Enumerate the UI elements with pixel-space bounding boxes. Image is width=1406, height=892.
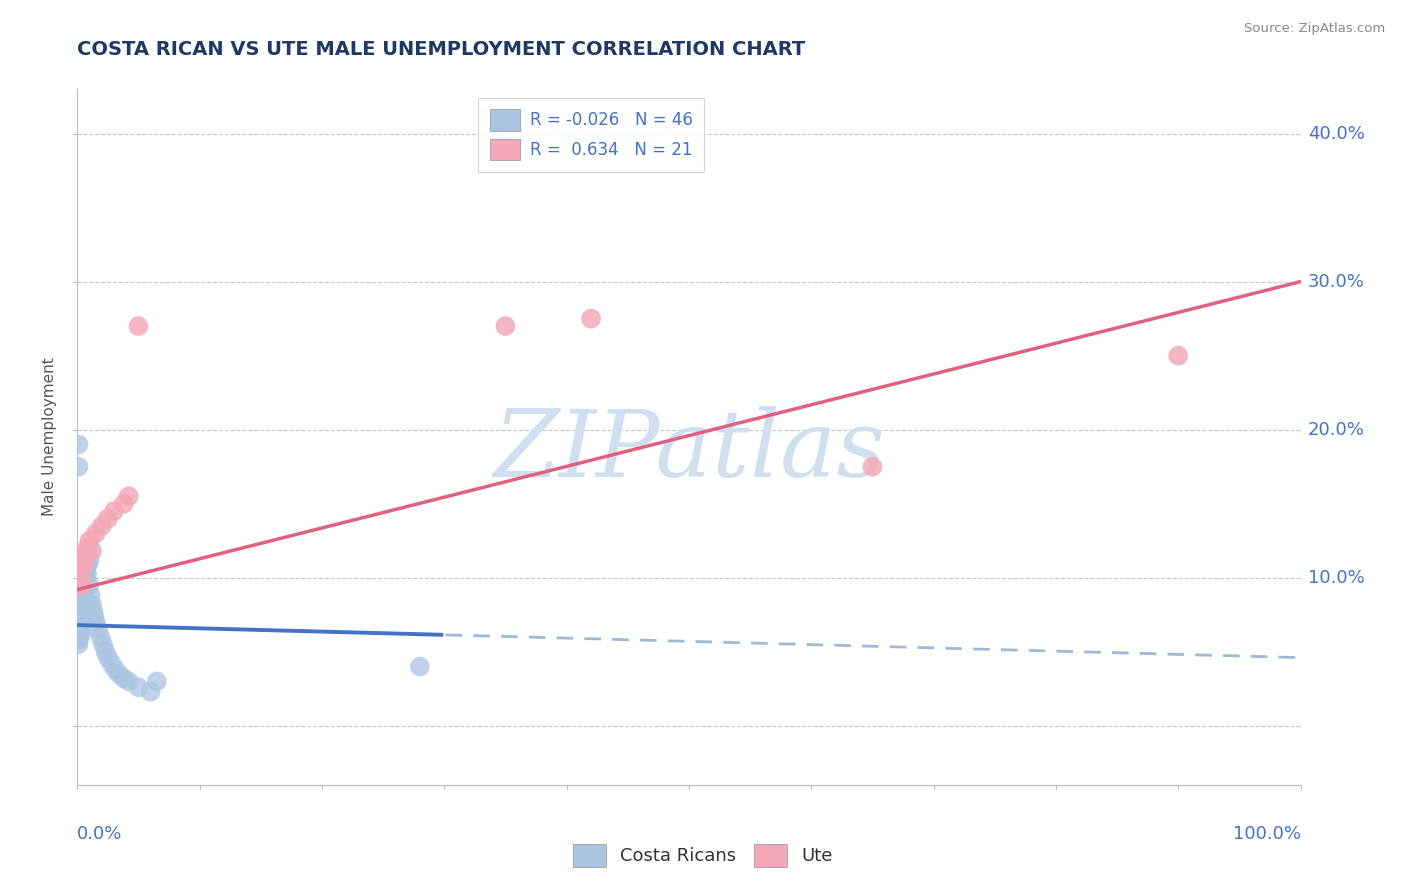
Point	[76, 541, 98, 555]
Text: COSTA RICAN VS UTE MALE UNEMPLOYMENT CORRELATION CHART: COSTA RICAN VS UTE MALE UNEMPLOYMENT COR…	[77, 40, 806, 59]
Point	[67, 627, 90, 641]
Point	[104, 663, 127, 677]
Point	[79, 578, 101, 592]
Point	[103, 504, 125, 518]
Text: 40.0%: 40.0%	[1308, 125, 1364, 143]
Point	[1167, 349, 1189, 363]
Point	[97, 650, 120, 665]
Point	[69, 618, 91, 632]
Point	[97, 511, 120, 525]
Point	[70, 627, 93, 641]
Point	[87, 623, 110, 637]
Point	[112, 497, 135, 511]
Text: 20.0%: 20.0%	[1308, 421, 1364, 439]
Point	[75, 574, 97, 588]
Point	[409, 659, 432, 673]
Point	[91, 637, 114, 651]
Point	[67, 437, 90, 451]
Text: 30.0%: 30.0%	[1308, 273, 1364, 291]
Point	[70, 600, 93, 615]
Point	[127, 319, 149, 334]
Point	[69, 607, 91, 622]
Point	[67, 637, 90, 651]
Text: ZIPatlas: ZIPatlas	[494, 406, 884, 496]
Point	[100, 657, 122, 671]
Point	[118, 674, 141, 689]
Point	[75, 549, 97, 563]
Point	[90, 630, 112, 644]
Point	[70, 556, 93, 570]
Y-axis label: Male Unemployment: Male Unemployment	[42, 358, 58, 516]
Point	[79, 533, 101, 548]
Point	[75, 563, 97, 577]
Point	[108, 667, 131, 681]
Point	[73, 558, 96, 573]
Point	[70, 593, 93, 607]
Point	[118, 489, 141, 503]
Point	[76, 558, 98, 573]
Point	[862, 459, 884, 474]
Point	[72, 589, 94, 603]
Point	[146, 674, 169, 689]
Point	[69, 571, 91, 585]
Point	[70, 578, 93, 592]
Point	[70, 612, 93, 626]
Point	[69, 623, 91, 637]
Point	[127, 680, 149, 694]
Point	[83, 609, 105, 624]
Point	[67, 459, 90, 474]
Point	[76, 567, 98, 582]
Point	[79, 553, 101, 567]
Point	[84, 526, 107, 541]
Point	[94, 645, 117, 659]
Point	[70, 618, 93, 632]
Point	[73, 582, 96, 597]
Text: Source: ZipAtlas.com: Source: ZipAtlas.com	[1244, 22, 1385, 36]
Point	[80, 598, 103, 612]
Point	[112, 672, 135, 686]
Point	[82, 603, 104, 617]
Point	[67, 578, 90, 592]
Text: 10.0%: 10.0%	[1308, 569, 1364, 587]
Point	[67, 632, 90, 647]
Point	[72, 578, 94, 592]
Point	[495, 319, 517, 334]
Legend: R = -0.026   N = 46, R =  0.634   N = 21: R = -0.026 N = 46, R = 0.634 N = 21	[478, 97, 704, 172]
Legend: Costa Ricans, Ute: Costa Ricans, Ute	[567, 837, 839, 874]
Point	[80, 544, 103, 558]
Point	[77, 556, 100, 570]
Point	[70, 585, 93, 599]
Point	[69, 615, 91, 629]
Point	[90, 519, 112, 533]
Point	[73, 571, 96, 585]
Point	[69, 630, 91, 644]
Point	[72, 549, 94, 563]
Point	[80, 589, 103, 603]
Point	[139, 684, 162, 698]
Point	[84, 615, 107, 629]
Text: 100.0%: 100.0%	[1233, 825, 1301, 843]
Text: 0.0%: 0.0%	[77, 825, 122, 843]
Point	[579, 311, 602, 326]
